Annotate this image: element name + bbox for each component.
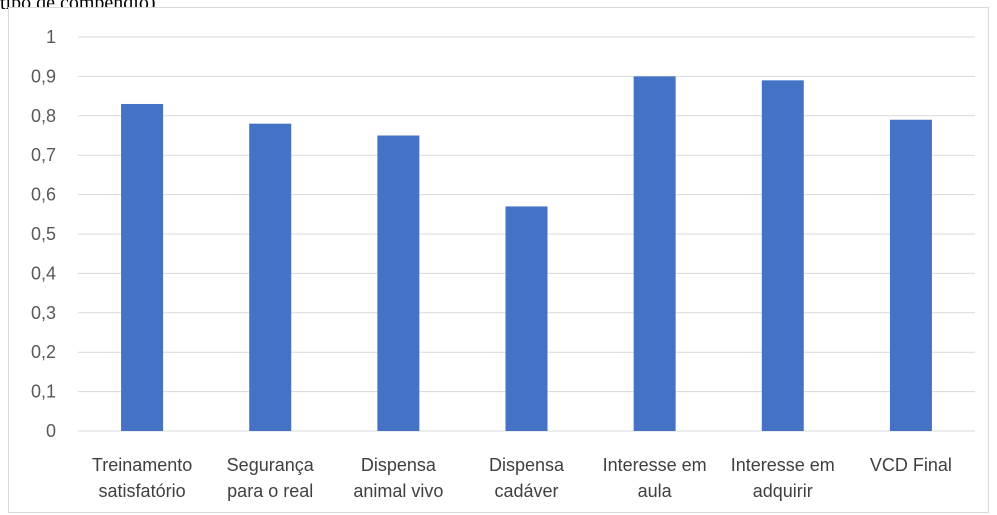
x-category-label: Treinamento satisfatório [92,455,192,501]
bar [505,206,548,431]
y-tick-label: 0,8 [31,106,56,126]
y-tick-label: 0,5 [31,224,56,244]
y-tick-label: 0,9 [31,66,56,86]
bar [377,135,420,431]
y-axis-ticks: 0 0,1 0,2 0,3 0,4 0,5 0,6 0,7 0,8 0,9 1 [31,27,56,441]
x-category-label: Segurança para o real [227,455,315,501]
bar [633,76,676,432]
bar [249,123,292,432]
bar [889,119,932,432]
x-category-label: VCD Final [870,455,952,475]
gridlines [78,36,975,432]
y-tick-label: 0,4 [31,263,56,283]
bar [121,103,164,431]
y-tick-label: 1 [46,27,56,47]
bars [121,76,932,432]
x-category-label: Dispensa cadáver [489,455,565,501]
chart-frame [8,7,989,513]
x-category-label: Interesse em adquirir [731,455,835,501]
y-tick-label: 0,7 [31,145,56,165]
y-tick-label: 0,1 [31,382,56,402]
x-axis-labels: Treinamento satisfatório Segurança para o r… [92,455,952,501]
y-tick-label: 0 [46,421,56,441]
x-category-label: Interesse em aula [603,455,707,501]
x-category-label: Dispensa animal vivo [353,455,443,501]
y-tick-label: 0,2 [31,342,56,362]
y-tick-label: 0,3 [31,303,56,323]
y-tick-label: 0,6 [31,185,56,205]
bar [761,80,804,431]
